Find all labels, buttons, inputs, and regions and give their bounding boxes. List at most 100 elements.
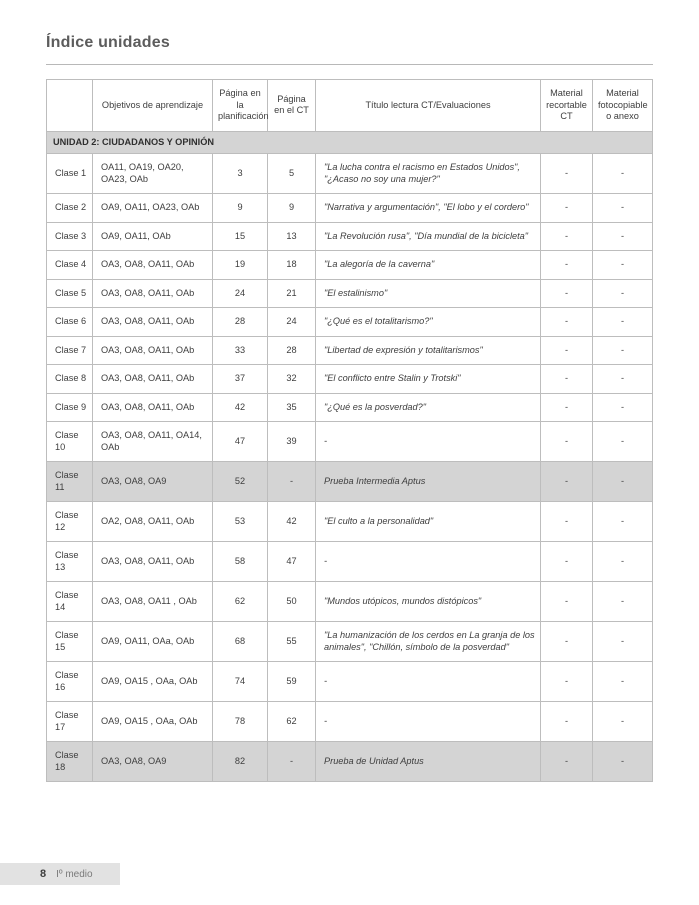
table-row: Clase 4OA3, OA8, OA11, OAb1918"La alegor… [47, 251, 653, 280]
cell-titulo: "La humanización de los cerdos en La gra… [316, 622, 541, 662]
cell-clase: Clase 5 [47, 279, 93, 308]
cell-objetivos: OA9, OA11, OAb [93, 222, 213, 251]
cell-material-fotocopiable: - [593, 742, 653, 782]
cell-pagina-plan: 82 [213, 742, 268, 782]
cell-pagina-plan: 19 [213, 251, 268, 280]
cell-material-fotocopiable: - [593, 422, 653, 462]
cell-pagina-ct: 50 [268, 582, 316, 622]
cell-pagina-ct: 47 [268, 542, 316, 582]
cell-clase: Clase 3 [47, 222, 93, 251]
cell-material-recortable: - [541, 622, 593, 662]
cell-clase: Clase 16 [47, 662, 93, 702]
cell-clase: Clase 10 [47, 422, 93, 462]
col-header-pagina-plan: Página en la planificación [213, 80, 268, 132]
cell-pagina-ct: 13 [268, 222, 316, 251]
cell-pagina-ct: - [268, 742, 316, 782]
cell-pagina-plan: 68 [213, 622, 268, 662]
table-row: Clase 3OA9, OA11, OAb1513"La Revolución … [47, 222, 653, 251]
cell-titulo: Prueba Intermedia Aptus [316, 462, 541, 502]
cell-material-recortable: - [541, 582, 593, 622]
table-header: Objetivos de aprendizaje Página en la pl… [47, 80, 653, 132]
cell-titulo: - [316, 702, 541, 742]
cell-material-fotocopiable: - [593, 662, 653, 702]
cell-pagina-plan: 62 [213, 582, 268, 622]
cell-titulo: Prueba de Unidad Aptus [316, 742, 541, 782]
cell-pagina-ct: 62 [268, 702, 316, 742]
cell-pagina-plan: 9 [213, 194, 268, 223]
cell-material-recortable: - [541, 308, 593, 337]
table-row: Clase 5OA3, OA8, OA11, OAb2421"El estali… [47, 279, 653, 308]
col-header-material-fotocopiable: Material fotocopiable o anexo [593, 80, 653, 132]
cell-clase: Clase 9 [47, 393, 93, 422]
cell-pagina-ct: 35 [268, 393, 316, 422]
table-row: Clase 15OA9, OA11, OAa, OAb6855"La human… [47, 622, 653, 662]
cell-objetivos: OA3, OA8, OA11, OAb [93, 308, 213, 337]
cell-material-recortable: - [541, 662, 593, 702]
cell-objetivos: OA3, OA8, OA9 [93, 462, 213, 502]
cell-titulo: "Mundos utópicos, mundos distópicos" [316, 582, 541, 622]
table-row: Clase 8OA3, OA8, OA11, OAb3732"El confli… [47, 365, 653, 394]
cell-material-fotocopiable: - [593, 194, 653, 223]
cell-titulo: "La Revolución rusa", "Día mundial de la… [316, 222, 541, 251]
cell-material-fotocopiable: - [593, 222, 653, 251]
cell-material-fotocopiable: - [593, 251, 653, 280]
cell-titulo: "La alegoría de la caverna" [316, 251, 541, 280]
cell-clase: Clase 4 [47, 251, 93, 280]
cell-clase: Clase 11 [47, 462, 93, 502]
cell-titulo: - [316, 542, 541, 582]
cell-pagina-plan: 53 [213, 502, 268, 542]
col-header-objetivos: Objetivos de aprendizaje [93, 80, 213, 132]
cell-objetivos: OA2, OA8, OA11, OAb [93, 502, 213, 542]
table-row: Clase 17OA9, OA15 , OAa, OAb7862--- [47, 702, 653, 742]
cell-pagina-ct: 18 [268, 251, 316, 280]
cell-clase: Clase 8 [47, 365, 93, 394]
cell-pagina-plan: 58 [213, 542, 268, 582]
page-footer: 8 Iº medio [0, 863, 120, 885]
cell-material-fotocopiable: - [593, 622, 653, 662]
cell-titulo: "La lucha contra el racismo en Estados U… [316, 154, 541, 194]
cell-pagina-plan: 42 [213, 393, 268, 422]
cell-clase: Clase 6 [47, 308, 93, 337]
cell-pagina-ct: 24 [268, 308, 316, 337]
cell-material-fotocopiable: - [593, 542, 653, 582]
cell-titulo: "El conflicto entre Stalin y Trotski" [316, 365, 541, 394]
table-row: Clase 16OA9, OA15 , OAa, OAb7459--- [47, 662, 653, 702]
cell-pagina-plan: 33 [213, 336, 268, 365]
cell-pagina-plan: 78 [213, 702, 268, 742]
cell-pagina-plan: 28 [213, 308, 268, 337]
cell-pagina-ct: 42 [268, 502, 316, 542]
table-wrapper: Objetivos de aprendizaje Página en la pl… [46, 79, 653, 782]
table-row: Clase 6OA3, OA8, OA11, OAb2824"¿Qué es e… [47, 308, 653, 337]
cell-material-recortable: - [541, 542, 593, 582]
cell-material-fotocopiable: - [593, 502, 653, 542]
cell-material-recortable: - [541, 502, 593, 542]
cell-titulo: "El culto a la personalidad" [316, 502, 541, 542]
table-body: UNIDAD 2: CIUDADANOS Y OPINIÓN Clase 1OA… [47, 131, 653, 782]
cell-material-recortable: - [541, 222, 593, 251]
cell-titulo: - [316, 422, 541, 462]
col-header-titulo: Título lectura CT/Evaluaciones [316, 80, 541, 132]
cell-material-recortable: - [541, 336, 593, 365]
table-row: Clase 12OA2, OA8, OA11, OAb5342"El culto… [47, 502, 653, 542]
table-row: Clase 11OA3, OA8, OA952-Prueba Intermedi… [47, 462, 653, 502]
cell-pagina-ct: 28 [268, 336, 316, 365]
cell-titulo: "¿Qué es la posverdad?" [316, 393, 541, 422]
cell-material-recortable: - [541, 154, 593, 194]
cell-material-recortable: - [541, 251, 593, 280]
cell-objetivos: OA3, OA8, OA11, OAb [93, 251, 213, 280]
cell-objetivos: OA3, OA8, OA11, OA14, OAb [93, 422, 213, 462]
cell-material-fotocopiable: - [593, 365, 653, 394]
cell-material-recortable: - [541, 702, 593, 742]
cell-pagina-plan: 74 [213, 662, 268, 702]
cell-pagina-plan: 15 [213, 222, 268, 251]
cell-pagina-plan: 24 [213, 279, 268, 308]
cell-objetivos: OA9, OA15 , OAa, OAb [93, 702, 213, 742]
cell-material-fotocopiable: - [593, 582, 653, 622]
cell-objetivos: OA9, OA11, OAa, OAb [93, 622, 213, 662]
cell-pagina-ct: 9 [268, 194, 316, 223]
table-row: Clase 1OA11, OA19, OA20, OA23, OAb35"La … [47, 154, 653, 194]
cell-pagina-plan: 47 [213, 422, 268, 462]
cell-titulo: "Libertad de expresión y totalitarismos" [316, 336, 541, 365]
cell-material-recortable: - [541, 742, 593, 782]
cell-titulo: "El estalinismo" [316, 279, 541, 308]
